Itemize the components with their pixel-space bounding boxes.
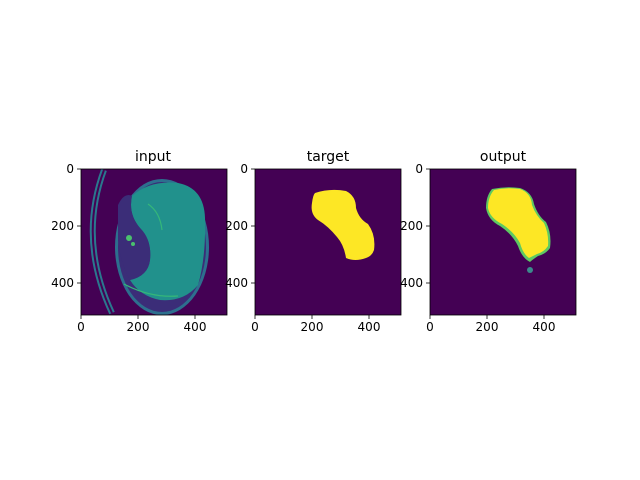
xtick-label: 200 [301,320,324,334]
ytick-label: 0 [66,162,74,176]
image-input [81,169,227,315]
xtick-label: 200 [127,320,150,334]
ytick-label: 400 [400,276,423,290]
highlight-1 [126,235,132,241]
ytick-label: 400 [225,276,248,290]
organ-main [130,182,206,301]
xtick-label: 400 [533,320,556,334]
axes-frame-output [429,168,577,316]
axes-frame-input [80,168,228,316]
highlight-2 [131,242,135,246]
ticks-target: 0 200 400 0 200 400 [225,162,380,334]
axes-frame-target [254,168,402,316]
image-output [430,169,576,315]
edge-lines [147,203,163,231]
scan-table-arc-inner [91,169,113,314]
xtick-label: 0 [426,320,434,334]
ticks-output: 0 200 400 0 200 400 [400,162,555,334]
ytick-label: 200 [51,219,74,233]
panel-output: output 0 200 400 0 200 400 [400,149,577,334]
mask-output [488,188,549,258]
xtick-label: 0 [251,320,259,334]
xtick-label: 200 [476,320,499,334]
panel-target: target 0 200 400 0 200 400 [225,149,402,334]
panel-title-input: input [135,149,172,165]
ticks-input: 0 200 400 0 200 400 [51,162,206,334]
xtick-label: 400 [184,320,207,334]
xtick-label: 400 [358,320,381,334]
panel-input: input 0 200 400 [51,149,228,334]
ytick-label: 200 [225,219,248,233]
edge-lines-2 [123,283,179,297]
ytick-label: 0 [415,162,423,176]
mask-target [311,189,375,260]
ytick-label: 0 [240,162,248,176]
panel-title-target: target [307,149,350,165]
ytick-label: 400 [51,276,74,290]
organ-left [118,195,151,280]
panel-title-output: output [480,149,527,165]
image-target [255,169,401,315]
output-spot [527,267,533,273]
xtick-label: 0 [77,320,85,334]
ytick-label: 200 [400,219,423,233]
